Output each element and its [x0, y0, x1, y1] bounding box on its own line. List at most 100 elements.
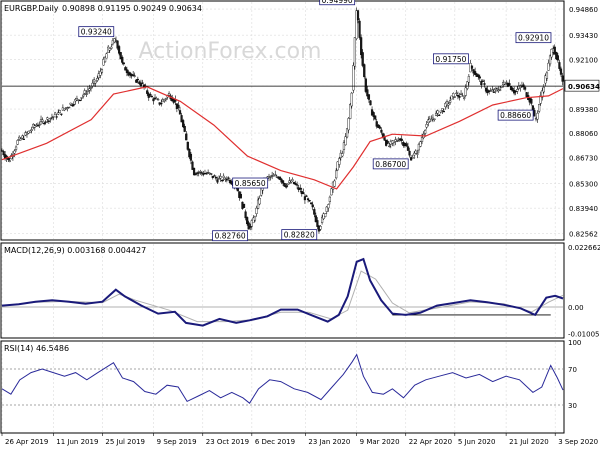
candle-body	[0, 150, 4, 152]
candle-body	[177, 104, 180, 108]
macd-tick-label: 0.022662	[568, 244, 600, 252]
candle-body	[160, 103, 163, 105]
candle-body	[182, 120, 185, 127]
candle-body	[360, 37, 363, 55]
candle-body	[345, 128, 349, 138]
candle-body	[424, 129, 427, 134]
rsi-line	[1, 353, 564, 404]
candle-body	[128, 72, 132, 76]
macd-signal-line	[1, 270, 564, 323]
candle-body	[122, 62, 125, 65]
candle-body	[538, 104, 541, 112]
candle-body	[103, 56, 107, 63]
candle-body	[281, 180, 285, 184]
candle-body	[366, 89, 369, 97]
candle-body	[114, 39, 118, 42]
candle-body	[433, 118, 436, 120]
candle-body	[211, 175, 214, 178]
candle-body	[442, 110, 445, 113]
candle-body	[470, 65, 474, 69]
candle-body	[274, 174, 277, 176]
candle-body	[133, 75, 136, 77]
price-tick-label: 0.88060	[569, 130, 598, 138]
candle-body	[302, 192, 305, 195]
candle-body	[244, 211, 247, 219]
candle-body	[296, 184, 299, 186]
candle-body	[258, 198, 261, 205]
candle-body	[455, 92, 458, 94]
macd-panel: 0.022662 0.00 -0.010052 MACD(12,26,9) 0.00…	[0, 242, 600, 339]
price-tick-label: 0.93430	[569, 32, 598, 40]
candle-body	[338, 158, 341, 165]
candle-body	[449, 100, 452, 103]
candle-body	[327, 204, 330, 209]
candle-body	[358, 20, 361, 38]
candle-body	[561, 75, 564, 82]
candle-body	[550, 48, 553, 58]
candle-body	[227, 177, 230, 179]
candle-body	[85, 93, 88, 96]
candle-body	[99, 71, 102, 76]
candle-body	[556, 55, 559, 61]
candle-body	[503, 81, 506, 85]
candle-body	[275, 176, 278, 178]
candle-body	[242, 203, 246, 208]
candle-body	[374, 115, 377, 120]
macd-tick-label: 0.00	[568, 304, 584, 312]
candle-body	[436, 110, 439, 114]
price-tick-label: 0.82562	[569, 230, 598, 238]
x-tick-label: 5 Jun 2020	[458, 438, 496, 446]
candle-body	[194, 173, 197, 176]
candle-body	[69, 102, 72, 105]
candle-body	[102, 59, 105, 66]
candle-body	[335, 170, 338, 179]
price-tick-label: 0.86730	[569, 154, 598, 162]
candle-body	[252, 217, 255, 224]
candle-body	[83, 90, 86, 94]
rsi-tick-label: 100	[568, 339, 581, 347]
candle-body	[121, 56, 124, 63]
candle-body	[180, 115, 183, 123]
candle-body	[441, 108, 444, 111]
rsi-tick-label: 70	[568, 366, 577, 374]
candle-body	[367, 94, 371, 100]
price-grid	[1, 2, 563, 239]
rsi-title: RSI(14) 46.5486	[4, 344, 69, 353]
candle-body	[22, 138, 25, 140]
candle-body	[217, 178, 221, 180]
candle-body	[208, 172, 211, 174]
candle-body	[41, 119, 44, 122]
annotation-box	[497, 109, 534, 121]
candle-body	[185, 133, 188, 141]
candle-body	[111, 40, 114, 45]
candle-body	[400, 138, 403, 141]
candle-body	[52, 116, 55, 118]
candle-body	[319, 226, 322, 230]
candle-body	[392, 140, 396, 143]
candle-body	[189, 153, 193, 161]
candle-body	[377, 124, 380, 128]
annotation-box	[281, 229, 318, 241]
candle-body	[498, 89, 502, 91]
candle-body	[178, 110, 182, 115]
candle-body	[294, 183, 297, 185]
rsi-y-axis: 100 70 30	[568, 339, 581, 410]
candle-body	[539, 95, 542, 104]
candle-body	[558, 62, 561, 69]
candle-body	[108, 48, 111, 51]
candle-body	[192, 167, 196, 175]
candle-body	[461, 95, 464, 97]
candle-body	[314, 215, 317, 223]
candle-body	[75, 98, 79, 101]
candle-body	[544, 75, 547, 84]
candle-body	[135, 79, 138, 83]
candle-body	[388, 145, 391, 147]
candle-body	[191, 161, 194, 170]
candle-body	[96, 78, 99, 81]
candle-body	[43, 122, 46, 125]
candle-body	[369, 100, 372, 106]
candle-body	[132, 74, 135, 76]
candle-body	[246, 217, 249, 225]
candle-body	[533, 110, 536, 117]
